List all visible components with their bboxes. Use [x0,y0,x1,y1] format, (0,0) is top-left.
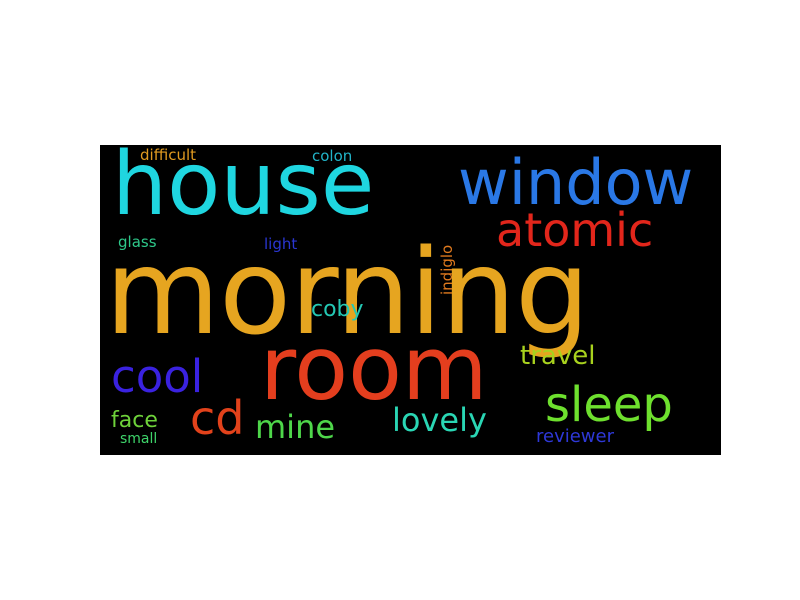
word-colon: colon [312,147,353,165]
word-cool: cool [111,350,204,403]
word-room: room [260,317,488,420]
word-house: house [112,145,375,235]
word-atomic: atomic [496,203,654,257]
word-coby: coby [311,297,364,322]
word-glass: glass [118,233,157,251]
word-difficult: difficult [140,146,196,164]
word-cloud: morning house window room atomic sleep c… [100,145,721,455]
word-lovely: lovely [392,401,487,439]
word-travel: travel [520,341,596,371]
word-face: face [111,408,158,433]
word-sleep: sleep [545,377,673,433]
word-cd: cd [190,391,245,445]
word-small: small [120,431,158,447]
word-light: light [264,235,298,253]
word-reviewer: reviewer [536,426,615,447]
word-morning: morning [105,223,590,361]
word-indiglo: indiglo [438,244,456,295]
word-window: window [458,146,694,219]
word-mine: mine [255,408,336,446]
